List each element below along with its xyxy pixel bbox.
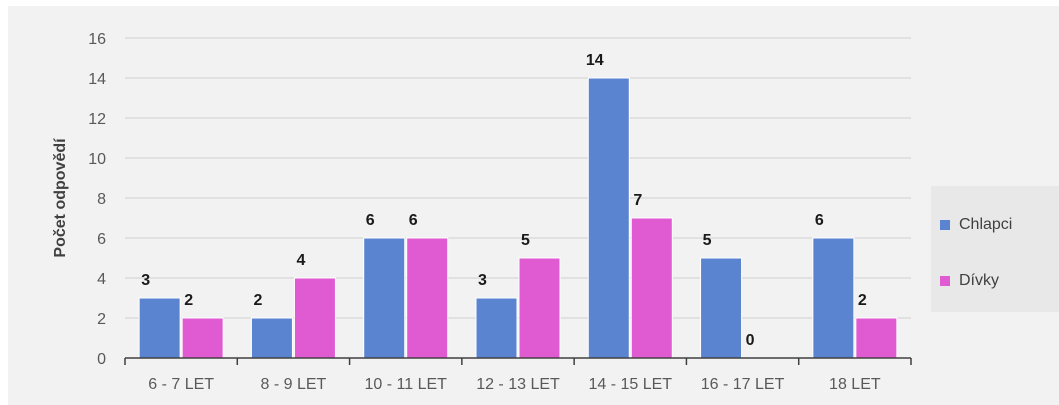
data-label: 2 — [184, 292, 193, 309]
bar — [138, 297, 181, 359]
data-label: 14 — [586, 52, 604, 69]
data-label: 7 — [633, 192, 642, 209]
legend-item-divky: Dívky — [940, 272, 999, 290]
bar — [406, 237, 449, 359]
y-tick-label: 6 — [97, 231, 106, 248]
y-tick-label: 4 — [97, 271, 106, 288]
x-tick-label: 6 - 7 LET — [148, 376, 214, 393]
x-tick-label: 16 - 17 LET — [701, 376, 785, 393]
legend-swatch-chlapci — [940, 220, 950, 230]
bars: 3 2 2 4 6 6 3 5 14 7 5 0 6 2 — [138, 52, 898, 359]
data-label: 2 — [858, 292, 867, 309]
bar — [250, 317, 293, 359]
bar — [181, 317, 224, 359]
legend-swatch-divky — [940, 276, 950, 286]
bar — [363, 237, 406, 359]
legend-label-divky: Dívky — [959, 272, 999, 289]
data-label: 3 — [478, 272, 487, 289]
y-tick-label: 14 — [88, 71, 106, 88]
data-label: 3 — [141, 272, 150, 289]
bar — [630, 217, 673, 359]
bar — [587, 77, 630, 359]
data-label: 6 — [815, 212, 824, 229]
bar — [855, 317, 898, 359]
legend-label-chlapci: Chlapci — [959, 216, 1013, 233]
y-tick-label: 16 — [88, 31, 106, 48]
x-tick-label: 14 - 15 LET — [588, 376, 672, 393]
data-label: 5 — [703, 232, 712, 249]
bar — [518, 257, 561, 359]
y-tick-label: 10 — [88, 151, 106, 168]
bar — [812, 237, 855, 359]
x-tick-label: 10 - 11 LET — [365, 376, 448, 393]
y-tick-label: 8 — [97, 191, 106, 208]
legend-item-chlapci: Chlapci — [940, 216, 1012, 234]
legend: Chlapci Dívky — [931, 186, 1059, 312]
x-tick-label: 8 - 9 LET — [261, 376, 327, 393]
data-label: 2 — [253, 292, 262, 309]
y-tick-label: 0 — [97, 351, 106, 368]
x-tick-label: 12 - 13 LET — [476, 376, 560, 393]
bar — [475, 297, 518, 359]
y-tick-label: 12 — [88, 111, 106, 128]
gridlines — [125, 37, 911, 319]
data-label: 4 — [296, 252, 305, 269]
data-label: 5 — [521, 232, 530, 249]
bar — [700, 257, 743, 359]
axes: 0 2 4 6 8 10 12 14 16 6 - 7 LET 8 - 9 LET 10 - 11 L… — [88, 31, 912, 393]
data-label: 6 — [409, 212, 418, 229]
data-label: 0 — [746, 332, 755, 349]
y-axis-label: Počet odpovědí — [52, 138, 69, 258]
y-tick-label: 2 — [97, 311, 106, 328]
x-tick-label: 18 LET — [829, 376, 881, 393]
data-label: 6 — [366, 212, 375, 229]
bar — [293, 277, 336, 359]
